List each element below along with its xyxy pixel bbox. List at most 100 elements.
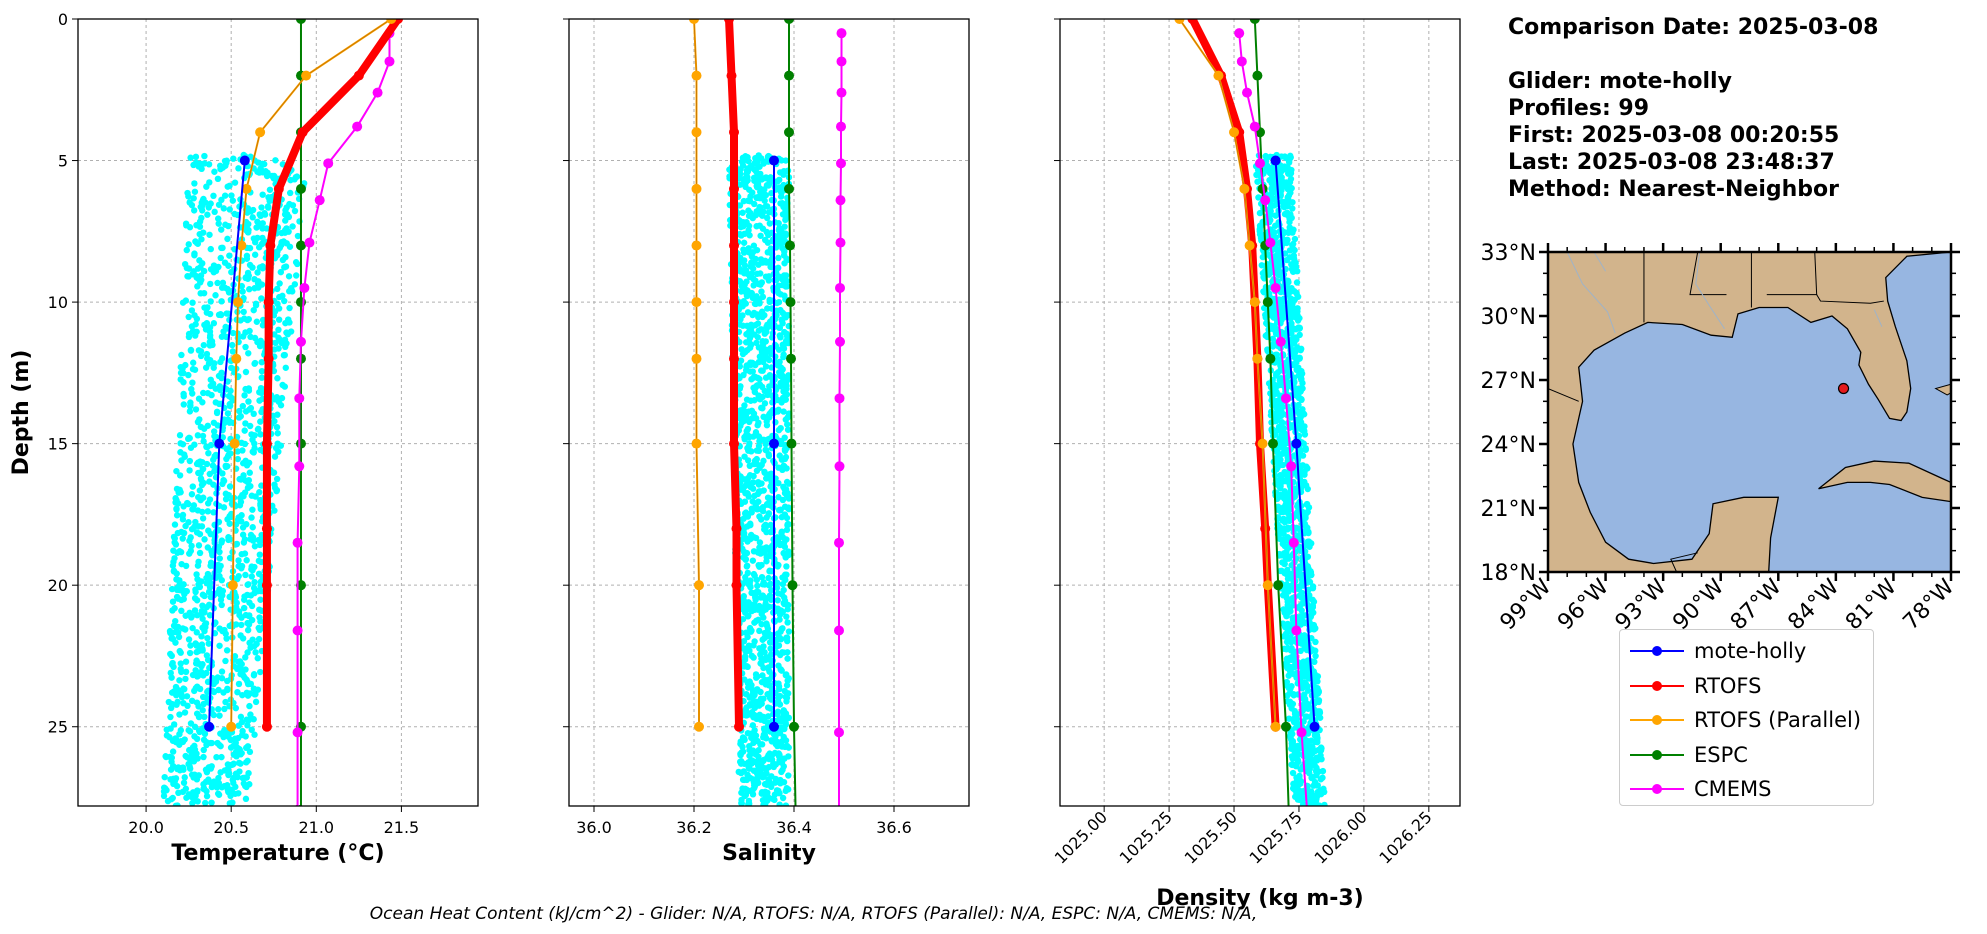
glider-scatter-point bbox=[768, 696, 775, 703]
glider-scatter-point bbox=[229, 761, 237, 768]
glider-scatter-point bbox=[740, 476, 748, 483]
glider-scatter-point bbox=[210, 428, 218, 435]
glider-scatter-point bbox=[766, 298, 773, 306]
method: Method: Nearest-Neighbor bbox=[1508, 177, 1839, 202]
glider-scatter-point bbox=[752, 255, 759, 263]
glider-scatter-point bbox=[1297, 647, 1304, 655]
glider-scatter-point bbox=[759, 225, 767, 232]
glider-scatter-point bbox=[201, 321, 208, 329]
glider-scatter-point bbox=[775, 406, 782, 414]
data-point-cmems bbox=[294, 393, 305, 404]
glider-scatter-point bbox=[749, 791, 757, 798]
glider-scatter-point bbox=[785, 753, 792, 760]
glider-scatter-point bbox=[190, 268, 197, 275]
glider-scatter-point bbox=[251, 691, 258, 698]
legend-item-rtofs: RTOFS bbox=[1620, 669, 1873, 704]
data-point-cmems bbox=[834, 537, 844, 548]
glider-scatter-point bbox=[764, 704, 772, 711]
glider-scatter-point bbox=[234, 448, 241, 455]
data-point-cmems bbox=[1249, 121, 1260, 132]
data-point-cmems bbox=[1255, 158, 1265, 169]
glider-scatter-point bbox=[168, 674, 175, 681]
glider-scatter-point bbox=[240, 604, 248, 612]
glider-scatter-point bbox=[187, 154, 194, 161]
glider-scatter-point bbox=[1314, 697, 1321, 704]
glider-scatter-point bbox=[1281, 560, 1288, 568]
glider-scatter-point bbox=[241, 593, 248, 600]
glider-scatter-point bbox=[737, 170, 744, 178]
glider-scatter-point bbox=[1297, 372, 1305, 380]
bahamas bbox=[1934, 383, 1951, 396]
data-point-cmems bbox=[1236, 56, 1247, 67]
glider-scatter-point bbox=[1291, 549, 1299, 556]
data-point-cmems bbox=[372, 87, 383, 98]
glider-scatter-point bbox=[180, 369, 187, 377]
glider-scatter-point bbox=[1283, 256, 1291, 264]
glider-scatter-point bbox=[178, 351, 185, 359]
glider-scatter-point bbox=[774, 698, 782, 705]
glider-scatter-point bbox=[755, 175, 763, 182]
glider-scatter-point bbox=[776, 324, 784, 331]
glider-scatter-point bbox=[216, 712, 223, 719]
data-point-espc bbox=[786, 438, 797, 449]
glider-scatter-point bbox=[173, 782, 181, 790]
glider-scatter-point bbox=[175, 789, 182, 797]
glider-scatter-point bbox=[783, 391, 791, 398]
glider-scatter-point bbox=[783, 333, 791, 340]
profile-count: Profiles: 99 bbox=[1508, 96, 1650, 121]
glider-scatter-point bbox=[275, 448, 282, 455]
glider-scatter-point bbox=[1286, 179, 1294, 186]
glider-scatter-point bbox=[761, 468, 768, 475]
glider-scatter-point bbox=[258, 204, 265, 211]
data-point-cmems bbox=[836, 158, 846, 169]
data-point-rtofs-parallel- bbox=[1257, 438, 1268, 449]
glider-scatter-point bbox=[217, 254, 224, 262]
glider-scatter-point bbox=[172, 617, 179, 625]
legend-label: ESPC bbox=[1694, 742, 1748, 767]
glider-scatter-point bbox=[233, 599, 240, 607]
glider-scatter-point bbox=[234, 455, 242, 463]
data-point-cmems bbox=[295, 336, 306, 347]
series-line-rtofs bbox=[725, 19, 743, 727]
glider-scatter-point bbox=[187, 642, 194, 649]
glider-scatter-point bbox=[224, 765, 232, 772]
glider-scatter-point bbox=[202, 624, 209, 631]
glider-scatter-point bbox=[740, 645, 747, 652]
glider-scatter-point bbox=[742, 791, 750, 799]
glider-scatter-point bbox=[190, 195, 197, 202]
glider-scatter-point bbox=[751, 734, 758, 741]
glider-scatter-point bbox=[210, 419, 218, 426]
glider-scatter-point bbox=[283, 329, 290, 336]
glider-scatter-point bbox=[776, 801, 783, 806]
glider-scatter-point bbox=[214, 279, 221, 287]
glider-scatter-point bbox=[219, 244, 226, 252]
glider-scatter-point bbox=[747, 327, 755, 334]
glider-scatter-point bbox=[1282, 436, 1290, 443]
glider-scatter-point bbox=[216, 555, 223, 562]
glider-scatter-point bbox=[760, 695, 767, 702]
glider-scatter-point bbox=[204, 422, 212, 429]
glider-scatter-point bbox=[775, 220, 782, 227]
glider-scatter-point bbox=[1267, 207, 1274, 215]
x-tick-label: 1026.25 bbox=[1375, 807, 1435, 867]
data-point-rtofs bbox=[731, 580, 742, 591]
glider-scatter-point bbox=[750, 200, 758, 208]
glider-scatter-point bbox=[782, 280, 789, 287]
state-border bbox=[1548, 388, 1579, 402]
data-point-espc bbox=[1273, 580, 1284, 591]
glider-scatter-point bbox=[272, 339, 279, 347]
glider-scatter-point bbox=[1256, 222, 1264, 229]
glider-scatter-point bbox=[192, 588, 199, 596]
glider-scatter-point bbox=[747, 368, 754, 375]
glider-scatter-point bbox=[216, 386, 224, 394]
glider-scatter-point bbox=[751, 727, 758, 734]
glider-scatter-point bbox=[785, 372, 792, 379]
data-point-rtofs bbox=[263, 353, 274, 364]
data-point-rtofs bbox=[729, 297, 739, 308]
glider-scatter-point bbox=[741, 402, 748, 409]
glider-scatter-point bbox=[245, 220, 252, 228]
x-tick-label: 1026.00 bbox=[1310, 807, 1370, 867]
glider-scatter-point bbox=[235, 680, 243, 688]
glider-scatter-point bbox=[198, 236, 205, 243]
glider-scatter-point bbox=[251, 543, 259, 550]
